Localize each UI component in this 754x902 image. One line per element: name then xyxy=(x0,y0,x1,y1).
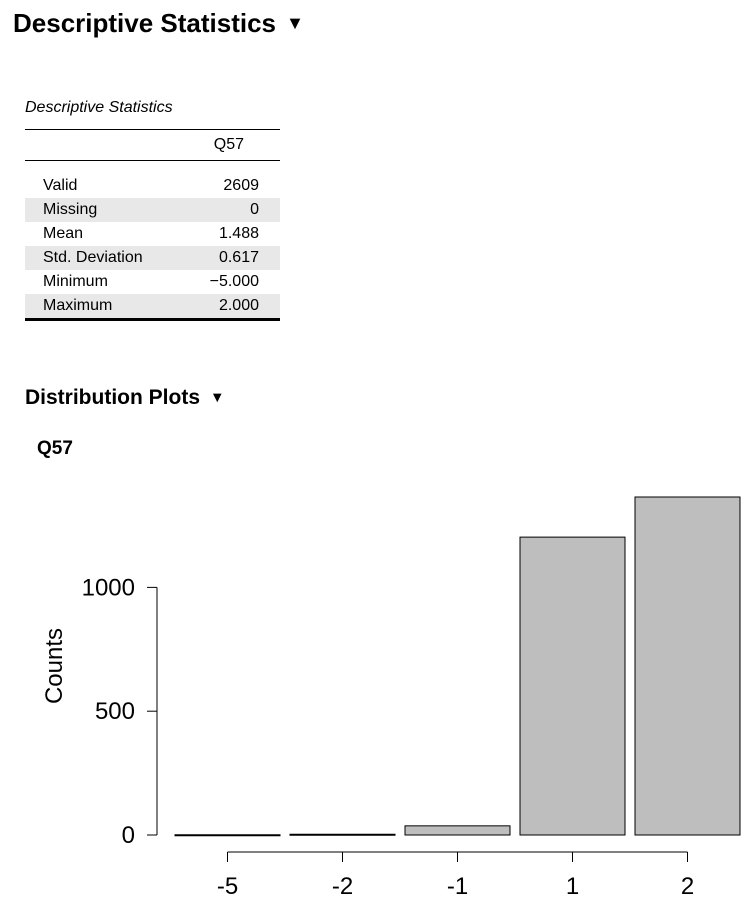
distribution-plots-heading[interactable]: Distribution Plots ▼ xyxy=(25,386,225,410)
table-column-header: Q57 xyxy=(184,129,280,161)
y-tick-label: 1000 xyxy=(82,574,135,601)
table-caption: Descriptive Statistics xyxy=(25,99,173,116)
distribution-plots-title: Distribution Plots xyxy=(25,386,200,409)
y-tick-label: 0 xyxy=(122,822,135,849)
plot-title: Q57 xyxy=(37,438,73,459)
table-header-blank xyxy=(25,129,185,161)
row-label: Minimum xyxy=(43,273,108,290)
row-label: Std. Deviation xyxy=(25,246,185,270)
row-label: Maximum xyxy=(25,294,185,321)
row-label: Missing xyxy=(25,198,185,222)
x-tick-label: -2 xyxy=(332,873,353,900)
row-value: 2609 xyxy=(223,177,259,194)
row-value: 0.617 xyxy=(184,246,280,270)
bar xyxy=(404,825,511,836)
descriptive-statistics-heading[interactable]: Descriptive Statistics ▼ xyxy=(13,8,304,39)
row-value: −5.000 xyxy=(209,273,259,290)
table-row-maximum: Maximum 2.000 xyxy=(25,294,280,321)
row-value: 2.000 xyxy=(184,294,280,321)
bar xyxy=(289,833,396,836)
y-tick-label: 500 xyxy=(95,698,135,725)
caret-down-icon[interactable]: ▼ xyxy=(286,13,305,34)
bar xyxy=(634,496,741,836)
bar xyxy=(174,834,281,837)
x-tick-label: -5 xyxy=(217,873,238,900)
row-label: Mean xyxy=(43,225,84,242)
x-tick-label: 2 xyxy=(681,873,694,900)
table-row-minimum: Minimum −5.000 xyxy=(25,270,280,294)
row-label: Valid xyxy=(43,177,78,194)
table-row-mean: Mean 1.488 xyxy=(25,222,280,246)
caret-down-icon[interactable]: ▼ xyxy=(210,389,225,406)
x-tick-label: 1 xyxy=(566,873,579,900)
bar xyxy=(519,536,626,836)
row-value: 0 xyxy=(184,198,280,222)
descriptive-statistics-table: Q57 Valid 2609 Missing 0 Mean 1.488 Std.… xyxy=(25,129,280,321)
table-row-missing: Missing 0 xyxy=(25,198,280,222)
descriptive-statistics-title: Descriptive Statistics xyxy=(13,8,277,38)
x-tick-label: -1 xyxy=(447,873,468,900)
table-row-std-deviation: Std. Deviation 0.617 xyxy=(25,246,280,270)
row-value: 1.488 xyxy=(218,225,259,242)
table-row-valid: Valid 2609 xyxy=(25,174,280,198)
y-axis-title: Counts xyxy=(41,628,68,704)
